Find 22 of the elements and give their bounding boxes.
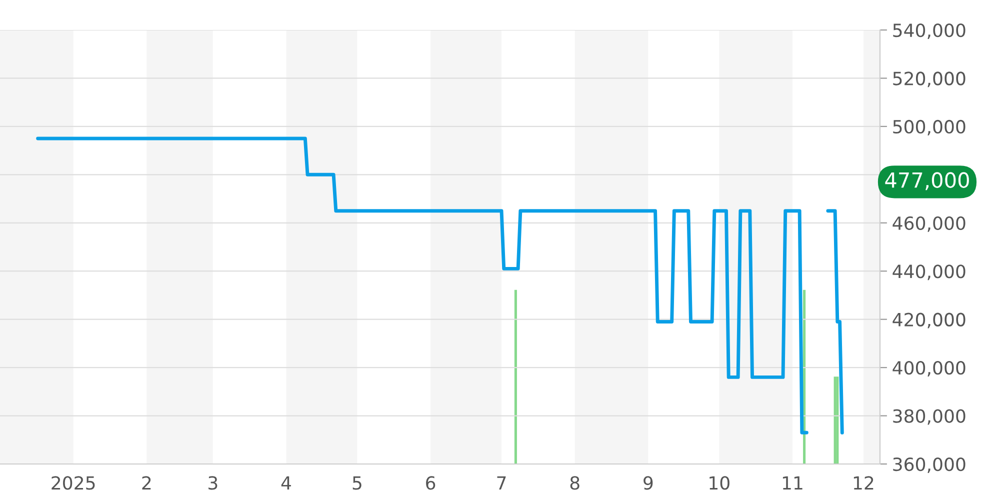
x-tick-label: 12 xyxy=(854,476,874,490)
y-tick-label: 400,000 xyxy=(892,361,966,377)
y-tick-label: 360,000 xyxy=(893,457,966,473)
x-tick-label: 2025 xyxy=(52,476,95,490)
y-tick-label: 440,000 xyxy=(892,264,966,280)
x-tick-label: 10 xyxy=(710,476,730,490)
y-tick-label: 420,000 xyxy=(892,312,966,328)
x-tick-label: 5 xyxy=(352,476,362,490)
x-tick-label: 11 xyxy=(782,476,802,490)
x-tick-label: 4 xyxy=(281,476,291,490)
y-tick-label: 380,000 xyxy=(893,409,966,425)
x-tick-label: 6 xyxy=(426,476,436,490)
x-tick-label: 8 xyxy=(570,476,580,490)
x-tick-label: 3 xyxy=(208,476,218,490)
y-tick-label: 460,000 xyxy=(892,216,966,232)
y-tick-label: 520,000 xyxy=(893,72,966,88)
annotation: 477,000 xyxy=(885,172,969,190)
y-tick-label: 500,000 xyxy=(893,120,966,136)
x-tick-label: 9 xyxy=(644,476,653,490)
y-tick-label: 540,000 xyxy=(893,23,966,39)
x-tick-label: 2 xyxy=(142,476,151,490)
x-tick-label: 7 xyxy=(497,476,506,490)
